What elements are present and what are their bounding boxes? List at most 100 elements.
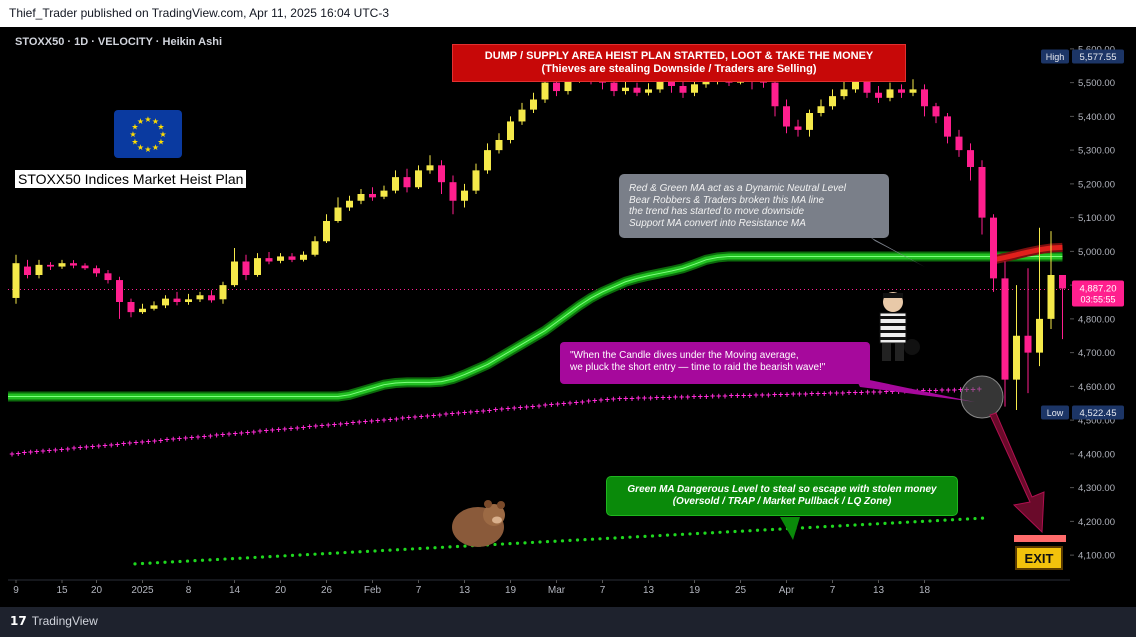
time-axis: 9 15 20 2025 8 14 20 26 Feb 7 13 19 Mar 7 13 19 25 Apr 7 13… — [13, 580, 930, 596]
price-tick-label: 4,500.00 — [1078, 416, 1115, 427]
price-tick-label: 4,700.00 — [1078, 348, 1115, 359]
candle — [150, 301, 158, 311]
pink-dot: + — [220, 430, 225, 440]
candle-body — [208, 295, 215, 301]
green-dot — [500, 542, 505, 546]
candle-body — [150, 305, 158, 309]
pink-dot: + — [660, 393, 665, 403]
pink-dot: + — [226, 429, 231, 439]
entry-note-pointer — [855, 377, 975, 402]
pink-dot: + — [22, 448, 27, 458]
pink-dot: + — [499, 404, 504, 414]
exit-sign-icon: EXIT — [1014, 535, 1066, 570]
pink-dot: + — [40, 446, 45, 456]
low-price-tag-value: 4,522.45 — [1080, 408, 1117, 419]
pink-dot: + — [146, 436, 151, 446]
price-tick-label: 4,300.00 — [1078, 483, 1115, 494]
pink-dot: + — [350, 418, 355, 428]
candle — [116, 276, 123, 319]
candle — [288, 253, 296, 263]
candle-body — [921, 89, 928, 107]
candle-body — [852, 79, 859, 90]
green-level-line-1: Green MA Dangerous Level to steal so esc… — [627, 484, 937, 495]
candle — [139, 303, 146, 314]
eu-flag-icon: ★ ★ ★ ★ ★ ★ ★ ★ ★ ★ ★ ★ — [114, 110, 182, 158]
green-dot — [418, 546, 422, 551]
green-dot — [958, 517, 962, 521]
candle — [1024, 268, 1032, 394]
pink-dot: + — [276, 425, 281, 435]
candle-body — [967, 150, 974, 167]
tradingview-brand[interactable]: 17 TradingView — [10, 614, 98, 628]
countdown-value: 03:55:55 — [1080, 294, 1115, 304]
green-dot — [140, 561, 145, 566]
candle-body — [633, 87, 641, 93]
candle-body — [173, 298, 181, 302]
green-dot — [380, 548, 385, 553]
pink-dot: + — [654, 393, 659, 403]
pink-dot: + — [369, 416, 374, 426]
green-dot — [313, 552, 317, 556]
green-dot — [373, 549, 377, 553]
green-dot — [808, 525, 812, 530]
pink-dot: + — [766, 390, 771, 400]
candle-body — [449, 182, 457, 201]
price-chart[interactable]: + + + + + + + + + + + + + + + + + + + + + + + + + + + + + + + + + + + + + + + +… — [0, 27, 1136, 607]
candle-body — [668, 80, 675, 86]
green-dot — [433, 546, 437, 550]
pink-dot: + — [561, 398, 566, 408]
chart-area[interactable]: + + + + + + + + + + + + + + + + + + + + + + + + + + + + + + + + + + + + + + + +… — [0, 27, 1136, 607]
entry-note: "When the Candle dives under the Moving … — [560, 342, 870, 384]
pink-dot: + — [189, 432, 194, 442]
pink-dot: + — [65, 444, 70, 454]
green-dot — [755, 528, 760, 532]
time-tick-label: Mar — [548, 585, 566, 596]
candle-body — [288, 256, 296, 260]
candle-body — [47, 264, 54, 267]
time-tick-label: 25 — [735, 585, 747, 596]
pink-dot: + — [815, 388, 820, 398]
candle-body — [932, 106, 940, 117]
pink-dot: + — [102, 440, 107, 450]
bear-icon — [452, 500, 505, 547]
moving-average-band — [8, 242, 1063, 402]
candle — [93, 265, 100, 277]
pink-dot: + — [611, 394, 616, 404]
pink-dot: + — [605, 395, 610, 405]
candle-body — [978, 167, 986, 218]
green-dot — [673, 533, 677, 537]
entry-circle — [960, 375, 1004, 419]
pink-dot: + — [679, 392, 684, 402]
candle-body — [104, 273, 112, 281]
pink-dot: + — [846, 388, 851, 398]
publisher-bar: Thief_Trader published on TradingView.co… — [0, 0, 1136, 27]
pink-dot: + — [890, 387, 895, 397]
green-dot — [935, 518, 940, 523]
time-tick-label: 2025 — [131, 585, 154, 596]
candle-body — [346, 200, 353, 208]
green-dot — [913, 520, 917, 524]
pink-dot: + — [344, 418, 349, 428]
green-dot — [335, 551, 340, 555]
pink-dot: + — [127, 438, 132, 448]
candle — [829, 89, 836, 110]
eu-star: ★ — [157, 138, 164, 147]
pink-dot: + — [78, 443, 83, 453]
green-dot — [215, 557, 220, 562]
candle-body — [219, 285, 227, 300]
candle-body — [58, 263, 66, 267]
eu-star: ★ — [144, 115, 151, 124]
candle-body — [311, 241, 319, 255]
candle-body — [127, 302, 135, 313]
pink-dot: + — [183, 433, 188, 443]
candle — [909, 79, 917, 97]
green-dot — [770, 527, 775, 532]
candle-body — [139, 308, 146, 313]
green-dot — [928, 519, 932, 523]
pink-dot: + — [549, 400, 554, 410]
green-dot — [463, 544, 467, 548]
candle — [461, 183, 468, 208]
pink-dot: + — [140, 437, 145, 447]
pink-dot: + — [295, 423, 300, 433]
candle-body — [415, 170, 422, 188]
